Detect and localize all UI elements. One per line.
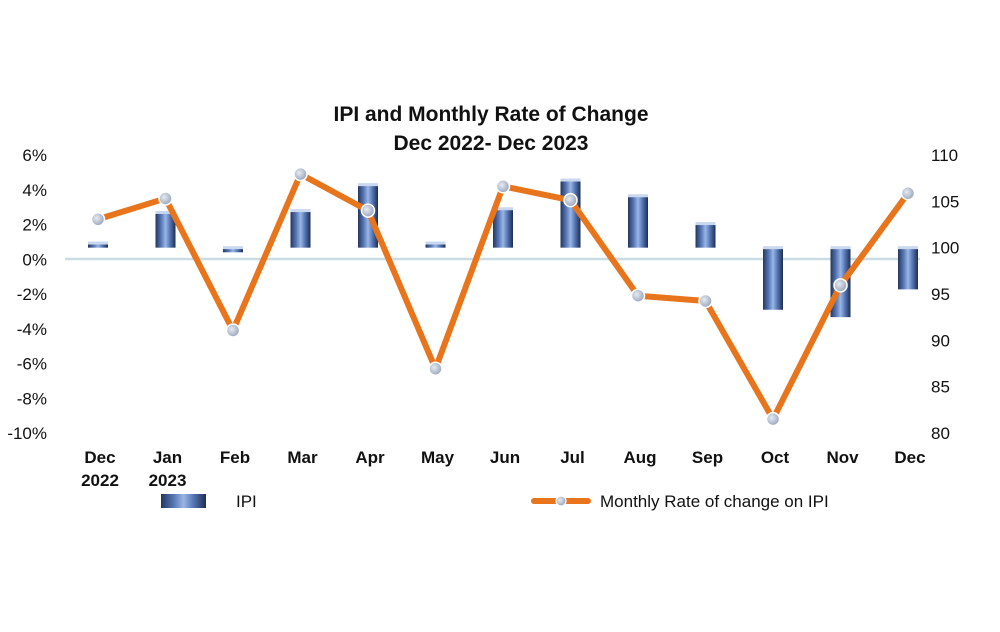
x-tick-label: Jan 2023 (149, 448, 187, 490)
left-axis-tick-label: 4% (22, 181, 47, 200)
bar-ipi-body (223, 247, 243, 253)
x-tick-label: Aug (623, 448, 656, 467)
chart-title-line-1: IPI and Monthly Rate of Change (333, 103, 648, 126)
bar-ipi (88, 241, 108, 248)
right-axis-tick-label: 85 (931, 378, 950, 397)
bar-ipi-body (290, 210, 311, 248)
bar-ipi-cap (223, 246, 243, 250)
x-axis-ticks: Dec 2022 Jan 2023 Feb Mar Apr May Jun Jul Aug Sep Oc… (81, 448, 926, 490)
x-tick-label: Sep (692, 448, 723, 467)
bar-ipi-cap (898, 246, 918, 250)
x-tick-label: May (421, 448, 455, 467)
bar-ipi (628, 194, 648, 248)
bar-ipi-cap (425, 241, 446, 245)
bar-ipi (763, 246, 783, 310)
legend: IPI Monthly Rate of change on IPI (161, 492, 829, 511)
right-axis-tick-label: 110 (931, 146, 958, 165)
legend-swatch-ipi (161, 494, 206, 508)
x-tick-label: Jul (560, 448, 585, 467)
x-tick-label: Dec 2022 (81, 448, 119, 490)
bar-ipi (155, 210, 176, 248)
bar-ipi-body (763, 247, 783, 310)
bar-ipi-cap (155, 210, 176, 214)
rate-point (225, 323, 241, 338)
rate-point (293, 166, 308, 182)
bar-ipi-cap (493, 207, 513, 211)
chart-title-line-2: Dec 2022- Dec 2023 (394, 132, 589, 155)
rate-point (765, 411, 781, 427)
left-axis-tick-label: -2% (17, 285, 47, 304)
bar-ipi-cap (830, 246, 851, 250)
rate-point (900, 185, 916, 201)
chart-title: IPI and Monthly Rate of Change Dec 2022-… (333, 103, 648, 155)
legend-item-rate: Monthly Rate of change on IPI (531, 492, 829, 511)
rate-point (495, 179, 511, 194)
bar-ipi-cap (628, 194, 648, 198)
bar-ipi-cap (560, 178, 581, 182)
left-axis-tick-label: 6% (22, 146, 47, 165)
x-tick-label: Apr (355, 448, 385, 467)
legend-label-rate: Monthly Rate of change on IPI (600, 492, 829, 511)
x-tick-label: Feb (220, 448, 250, 467)
bar-ipi (493, 207, 513, 248)
bar-ipi-cap (290, 209, 311, 213)
bar-ipi (695, 222, 716, 248)
rate-point (360, 203, 376, 218)
bar-ipi (290, 209, 311, 248)
bar-ipi-body (628, 195, 648, 248)
ipi-bars (88, 178, 918, 318)
left-axis-tick-label: -6% (17, 355, 47, 374)
x-tick-label: Oct (761, 448, 790, 467)
x-tick-label: Mar (287, 448, 318, 467)
rate-point (833, 278, 848, 293)
bar-ipi-cap (358, 183, 378, 187)
right-axis-tick-label: 90 (931, 331, 950, 350)
left-axis-tick-label: -8% (17, 389, 47, 408)
bar-ipi (223, 246, 243, 253)
bar-ipi (425, 241, 446, 248)
bar-ipi-cap (763, 246, 783, 250)
rate-of-change-line (90, 166, 916, 427)
bar-ipi-cap (88, 241, 108, 245)
bar-ipi-body (88, 243, 108, 248)
bar-ipi-body (155, 212, 176, 248)
legend-item-ipi: IPI (161, 492, 257, 511)
bar-ipi (898, 246, 918, 290)
bar-ipi-body (695, 223, 716, 248)
rate-point (698, 293, 713, 309)
legend-label-ipi: IPI (236, 492, 257, 511)
x-tick-label: Nov (826, 448, 859, 467)
rate-point (158, 191, 173, 206)
legend-swatch-rate-marker (555, 495, 567, 507)
rate-point (90, 212, 106, 227)
right-axis-ticks: 110 105 100 95 90 85 80 (931, 146, 959, 443)
bar-ipi-cap (695, 222, 716, 226)
x-tick-label: Jun (490, 448, 520, 467)
left-axis-tick-label: -4% (17, 320, 47, 339)
right-axis-tick-label: 100 (931, 239, 959, 258)
bar-ipi-body (898, 247, 918, 290)
rate-point (630, 288, 646, 303)
bar-ipi-body (425, 243, 446, 248)
left-axis-tick-label: -10% (7, 424, 47, 443)
right-axis-tick-label: 80 (931, 424, 950, 443)
right-axis-tick-label: 95 (931, 285, 950, 304)
bar-ipi-body (493, 208, 513, 248)
x-tick-label: Dec (894, 448, 925, 467)
left-axis-tick-label: 2% (22, 216, 47, 235)
rate-point (563, 192, 578, 208)
left-axis-tick-label: 0% (22, 250, 47, 269)
right-axis-tick-label: 105 (931, 192, 959, 211)
rate-point (428, 361, 443, 376)
left-axis-ticks: 6% 4% 2% 0% -2% -4% -6% -8% -10% (7, 146, 47, 443)
